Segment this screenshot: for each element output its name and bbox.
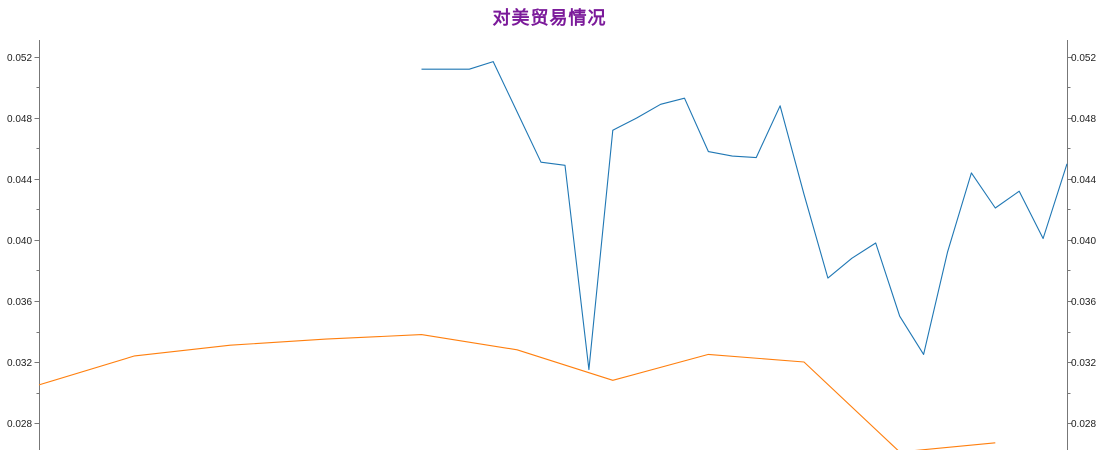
left-tick-label: 0.028: [7, 419, 32, 430]
chart-title: 对美贸易情况: [492, 8, 607, 29]
right-tick-label: 0.032: [1071, 358, 1096, 369]
left-y-axis: 0.028 0.032 0.036 0.040 0.044 0.048 0.052: [7, 40, 40, 450]
series-line-1: [421, 61, 1068, 371]
left-tick-label: 0.032: [7, 358, 32, 369]
right-tick-label: 0.036: [1071, 297, 1096, 308]
right-tick-label: 0.048: [1071, 114, 1096, 125]
right-tick-label: 0.040: [1071, 236, 1096, 247]
right-tick-label: 0.052: [1071, 53, 1096, 64]
left-tick-label: 0.044: [7, 175, 32, 186]
left-tick-label: 0.052: [7, 53, 32, 64]
left-tick-label: 0.048: [7, 114, 32, 125]
left-tick-label: 0.040: [7, 236, 32, 247]
right-y-axis: 0.028 0.032 0.036 0.040 0.044 0.048 0.052: [1067, 40, 1096, 450]
series-line-2: [38, 334, 996, 450]
right-tick-label: 0.044: [1071, 175, 1096, 186]
left-tick-label: 0.036: [7, 297, 32, 308]
right-tick-label: 0.028: [1071, 419, 1096, 430]
series-layer: [38, 61, 1068, 450]
